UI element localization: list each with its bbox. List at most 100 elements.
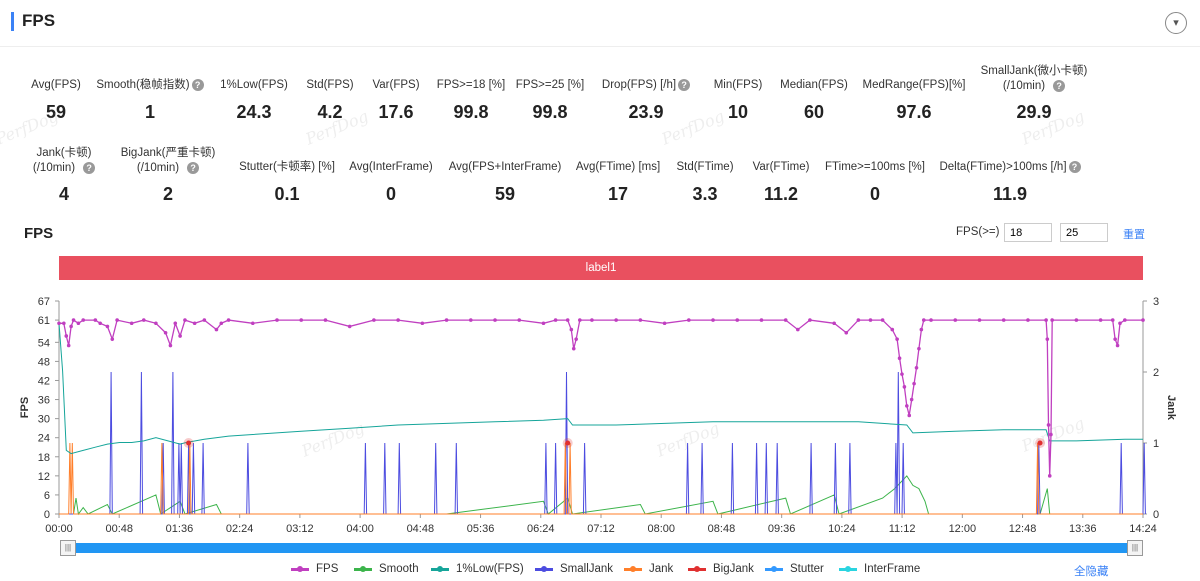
help-icon[interactable]: ? bbox=[678, 78, 691, 91]
help-icon[interactable]: ? bbox=[187, 161, 200, 174]
slider-left-handle[interactable]: ||| bbox=[60, 540, 76, 556]
metric-value: 59 bbox=[494, 184, 516, 204]
metric-label-text: MedRange(FPS)[%] bbox=[862, 79, 966, 91]
metric-label-text: Drop(FPS) [/h] bbox=[601, 79, 677, 91]
y2-tick-label: 0 bbox=[1153, 509, 1159, 521]
fps-point bbox=[372, 318, 376, 322]
legend-item-jank[interactable]: Jank bbox=[624, 563, 673, 575]
fps-point bbox=[468, 318, 473, 322]
x-tick-label: 10:24 bbox=[828, 523, 856, 535]
y2-tick-label: 2 bbox=[1153, 367, 1159, 379]
panel-header: FPS ▾ bbox=[0, 0, 1200, 47]
legend-label: FPS bbox=[316, 563, 339, 575]
metric-label-text: Avg(FPS+InterFrame) bbox=[448, 161, 562, 173]
x-tick-label: 09:36 bbox=[768, 523, 796, 535]
fps-point bbox=[569, 327, 574, 332]
metric-label: Median(FPS) bbox=[734, 78, 894, 93]
y-tick-label: 36 bbox=[38, 395, 50, 407]
legend-item-smalljank[interactable]: SmallJank bbox=[535, 563, 613, 575]
fps-point bbox=[735, 318, 740, 322]
collapse-icon[interactable]: ▾ bbox=[1165, 12, 1187, 34]
row2-metric: FTime>=100ms [%] 0 bbox=[795, 160, 955, 204]
slider-right-handle[interactable]: ||| bbox=[1127, 540, 1143, 556]
title-accent-bar bbox=[11, 12, 14, 31]
help-icon[interactable]: ? bbox=[83, 161, 96, 174]
fps-point bbox=[897, 356, 902, 361]
fps-point bbox=[517, 318, 522, 322]
fps-point bbox=[444, 318, 449, 322]
y-tick-label: 42 bbox=[38, 375, 50, 387]
fps-point bbox=[1044, 318, 1048, 322]
slider-track[interactable] bbox=[68, 543, 1134, 553]
metric-label: Var(FTime) bbox=[701, 160, 861, 175]
row1-metric: Min(FPS) 10 bbox=[658, 78, 818, 122]
metric-label-text: Std(FPS) bbox=[306, 79, 354, 91]
legend-item-smooth[interactable]: Smooth bbox=[354, 563, 419, 575]
fps-point bbox=[250, 321, 255, 326]
legend-item-1lowfps[interactable]: 1%Low(FPS) bbox=[431, 563, 524, 575]
row1-metric: FPS>=18 [%] 99.8 bbox=[391, 78, 551, 122]
fps-point bbox=[783, 318, 788, 322]
fps-point bbox=[638, 318, 643, 322]
legend-item-fps[interactable]: FPS bbox=[291, 563, 338, 575]
help-icon[interactable]: ? bbox=[1053, 79, 1066, 92]
y2-tick-label: 1 bbox=[1153, 438, 1159, 450]
metric-value: 2 bbox=[162, 184, 173, 204]
metric-value: 59 bbox=[45, 102, 67, 122]
row2-metric: BigJank(严重卡顿) (/10min)? 2 bbox=[88, 146, 248, 204]
fps-point bbox=[614, 318, 618, 322]
bigjank-point bbox=[565, 440, 571, 446]
legend-label: 1%Low(FPS) bbox=[456, 563, 524, 575]
fps-point bbox=[590, 318, 594, 322]
metric-label-text: FPS>=18 [%] bbox=[436, 79, 506, 91]
metric-value: 24.3 bbox=[236, 102, 272, 122]
time-range-slider[interactable]: ||| ||| bbox=[60, 540, 1143, 556]
legend-item-interframe[interactable]: InterFrame bbox=[839, 563, 920, 575]
fps-point bbox=[1118, 321, 1122, 326]
row2-metric: Avg(FPS+InterFrame) 59 bbox=[425, 160, 585, 204]
fps-point bbox=[917, 346, 921, 351]
row1-metric: FPS>=25 [%] 99.8 bbox=[470, 78, 630, 122]
help-icon[interactable]: ? bbox=[1068, 160, 1081, 173]
fps-threshold-input-1[interactable] bbox=[1004, 223, 1052, 242]
fps-point bbox=[919, 327, 924, 332]
metric-label-unit: (/10min)? bbox=[0, 161, 144, 176]
y-tick-label: 67 bbox=[38, 296, 50, 308]
row1-metric: Drop(FPS) [/h]? 23.9 bbox=[566, 78, 726, 122]
fps-point bbox=[574, 337, 578, 341]
bigjank-halo bbox=[562, 438, 573, 448]
legend-marker bbox=[630, 565, 636, 572]
fps-point bbox=[759, 318, 764, 322]
fps-point bbox=[912, 381, 916, 386]
metric-label-text: Avg(InterFrame) bbox=[349, 161, 433, 173]
legend-label: Smooth bbox=[379, 563, 419, 575]
fps-point bbox=[711, 318, 715, 322]
row1-metric: Avg(FPS) 59 bbox=[0, 78, 136, 122]
metric-label: Smooth(稳帧指数)? bbox=[70, 78, 230, 93]
fps-point bbox=[808, 318, 812, 322]
fps-point bbox=[275, 318, 279, 322]
fps-threshold-input-2[interactable] bbox=[1060, 223, 1108, 242]
row2-metric: Delta(FTime)>100ms [/h]? 11.9 bbox=[930, 160, 1090, 204]
metric-label-text: SmallJank(微小卡顿) bbox=[980, 65, 1088, 77]
row1-metric: 1%Low(FPS) 24.3 bbox=[174, 78, 334, 122]
fps-point bbox=[214, 327, 219, 332]
metric-value: 29.9 bbox=[1016, 102, 1052, 122]
fps-point bbox=[832, 321, 836, 326]
legend-item-bigjank[interactable]: BigJank bbox=[688, 563, 754, 575]
help-icon[interactable]: ? bbox=[191, 78, 204, 91]
fps-point bbox=[1026, 318, 1030, 322]
reset-button[interactable]: 重置 bbox=[1123, 229, 1145, 241]
y-tick-label: 6 bbox=[44, 490, 50, 502]
fps-point bbox=[1045, 337, 1050, 341]
fps-point bbox=[1001, 318, 1006, 322]
metric-label-text: Var(FPS) bbox=[372, 79, 420, 91]
fps-point bbox=[323, 318, 328, 322]
hide-all-button[interactable]: 全隐藏 bbox=[1074, 566, 1109, 578]
label-bar[interactable]: label1 bbox=[59, 256, 1143, 280]
fps-point bbox=[1123, 318, 1127, 322]
x-tick-label: 07:12 bbox=[587, 523, 615, 535]
fps-point bbox=[81, 318, 86, 322]
fps-point bbox=[115, 318, 119, 322]
legend-item-stutter[interactable]: Stutter bbox=[765, 563, 824, 575]
